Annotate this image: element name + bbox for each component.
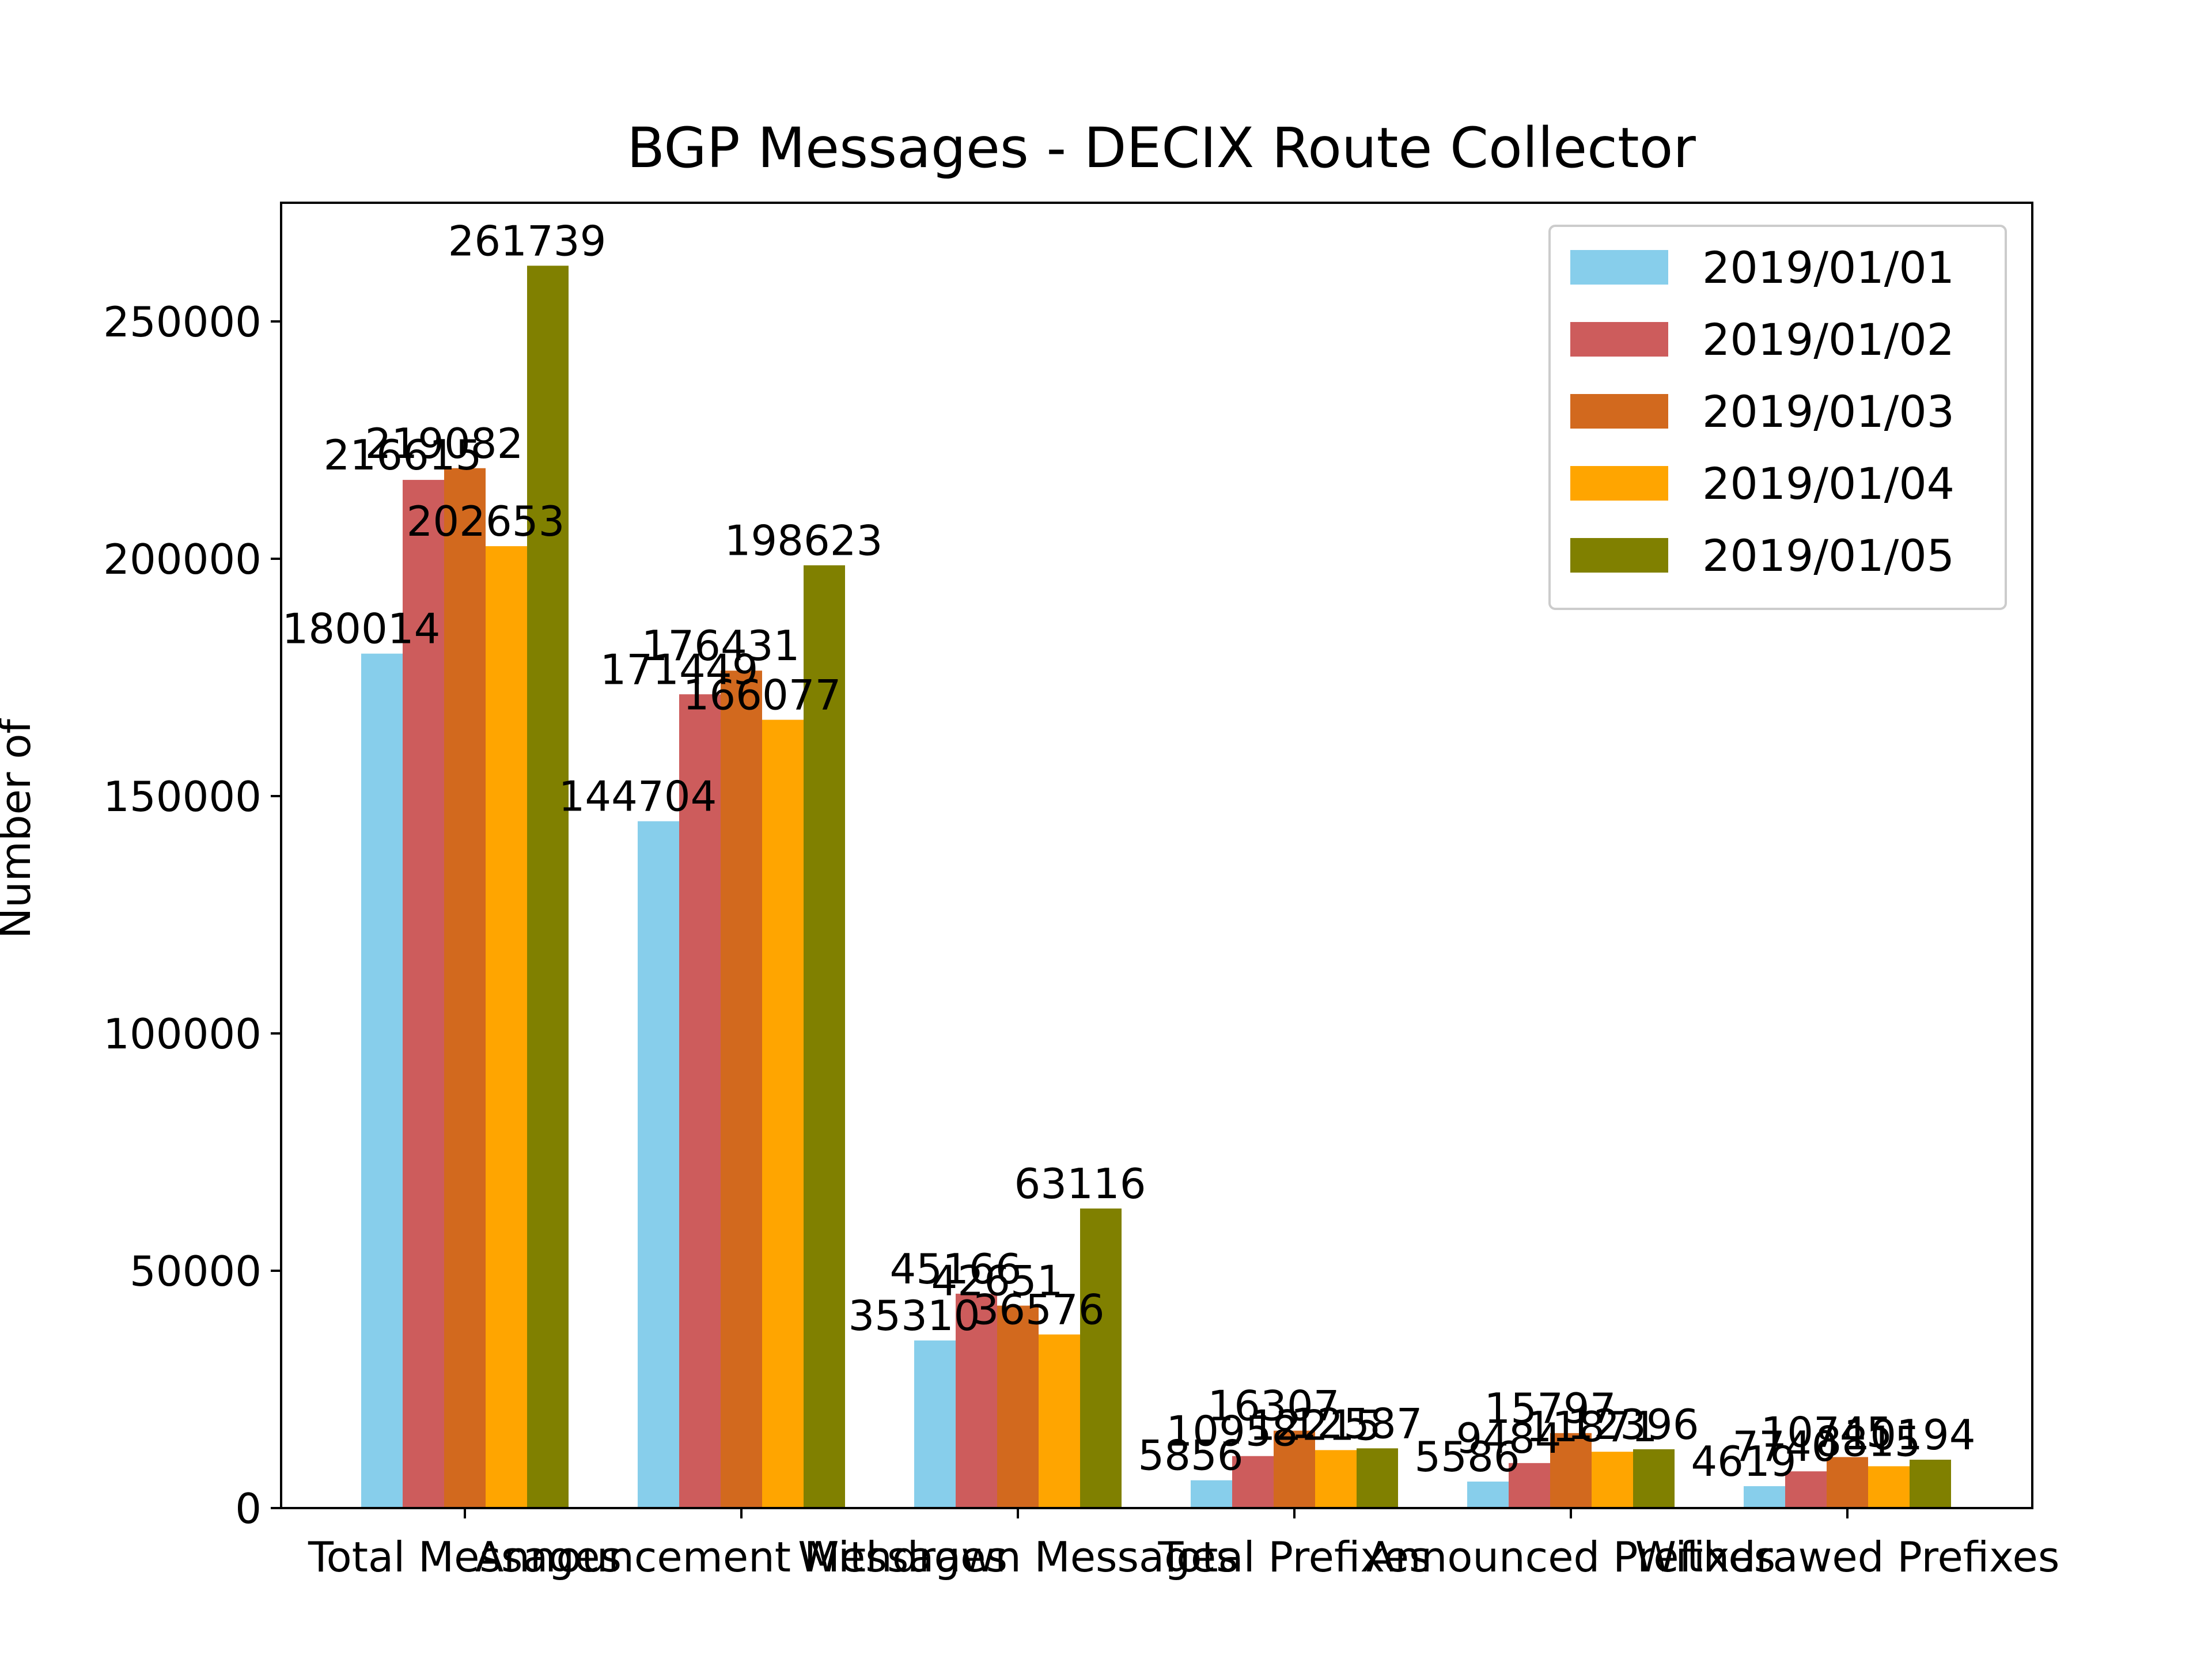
bar-2019-01-02-4 — [1509, 1463, 1550, 1508]
legend-swatch — [1570, 538, 1668, 573]
bar-2019-01-01-3 — [1191, 1480, 1232, 1508]
bar-2019-01-03-0 — [444, 468, 486, 1508]
bar-2019-01-01-5 — [1744, 1486, 1785, 1508]
data-label: 9484 — [1456, 1414, 1561, 1463]
bar-2019-01-05-2 — [1080, 1208, 1122, 1508]
legend-box — [1548, 225, 2007, 610]
bar-2019-01-03-3 — [1274, 1430, 1315, 1508]
bar-2019-01-03-5 — [1827, 1457, 1868, 1508]
bar-2019-01-03-1 — [721, 671, 762, 1508]
legend-label: 2019/01/01 — [1702, 242, 1955, 293]
data-label: 42651 — [931, 1257, 1063, 1305]
legend-label: 2019/01/04 — [1702, 458, 1955, 509]
data-label: 63116 — [1014, 1160, 1146, 1208]
bar-2019-01-05-3 — [1357, 1448, 1398, 1508]
legend-swatch — [1570, 322, 1668, 357]
bar-2019-01-01-1 — [638, 821, 679, 1508]
x-tick-label: Withdrawed Prefixes — [1635, 1533, 2060, 1581]
x-tick-label: Total Prefixes — [1157, 1533, 1430, 1581]
y-tick-label: 150000 — [103, 772, 262, 821]
data-label: 10194 — [1843, 1411, 1975, 1459]
chart-title: BGP Messages - DECIX Route Collector — [627, 116, 1696, 180]
data-label: 11871 — [1525, 1403, 1657, 1451]
data-label: 10745 — [1760, 1408, 1892, 1456]
bar-2019-01-05-4 — [1633, 1449, 1675, 1508]
bar-2019-01-01-4 — [1467, 1481, 1509, 1508]
bar-2019-01-05-5 — [1910, 1460, 1951, 1508]
bar-2019-01-02-2 — [956, 1293, 997, 1508]
data-label: 4619 — [1691, 1437, 1796, 1486]
y-axis-label: Number of — [0, 718, 40, 939]
bar-2019-01-04-2 — [1039, 1334, 1080, 1508]
bar-2019-01-04-4 — [1592, 1452, 1633, 1508]
bar-2019-01-01-0 — [361, 653, 403, 1508]
legend-label: 2019/01/05 — [1702, 530, 1955, 581]
data-label: 261739 — [448, 217, 607, 265]
data-label: 5856 — [1138, 1431, 1243, 1480]
data-label: 16307 — [1207, 1382, 1339, 1430]
data-label: 8815 — [1815, 1417, 1921, 1465]
data-label: 202653 — [407, 497, 565, 546]
data-label: 144704 — [559, 772, 717, 821]
data-label: 35310 — [848, 1291, 980, 1340]
y-tick-label: 100000 — [103, 1010, 262, 1058]
bar-2019-01-03-4 — [1550, 1433, 1592, 1508]
legend-label: 2019/01/02 — [1702, 314, 1955, 365]
data-label: 171449 — [600, 645, 759, 694]
bar-2019-01-02-0 — [403, 480, 444, 1508]
x-tick-label: Withdrawn Messages — [798, 1533, 1237, 1581]
x-tick-label: Announcement Messages — [475, 1533, 1007, 1581]
bar-2019-01-02-3 — [1232, 1456, 1274, 1508]
data-label: 15797 — [1484, 1384, 1616, 1433]
legend-swatch — [1570, 394, 1668, 429]
plot-frame — [280, 202, 2033, 1509]
legend-swatch — [1570, 466, 1668, 501]
bar-2019-01-02-5 — [1785, 1471, 1827, 1508]
x-tick-label: Total Messages — [308, 1533, 622, 1581]
data-label: 12215 — [1249, 1401, 1381, 1449]
data-label: 219082 — [365, 419, 524, 468]
data-label: 45166 — [889, 1245, 1021, 1293]
bar-2019-01-01-2 — [914, 1340, 956, 1508]
data-label: 36576 — [972, 1286, 1104, 1334]
y-tick-label: 50000 — [130, 1247, 262, 1296]
legend-swatch — [1570, 250, 1668, 285]
data-label: 180014 — [282, 605, 441, 653]
bar-2019-01-03-2 — [997, 1305, 1039, 1508]
data-label: 166077 — [683, 671, 842, 719]
legend-label: 2019/01/03 — [1702, 386, 1955, 437]
bar-2019-01-04-5 — [1868, 1466, 1910, 1508]
bar-2019-01-05-0 — [527, 266, 569, 1509]
bar-2019-01-04-3 — [1315, 1450, 1357, 1508]
data-label: 5586 — [1414, 1433, 1520, 1481]
bar-2019-01-02-1 — [679, 694, 721, 1508]
data-label: 10958 — [1166, 1407, 1298, 1456]
bar-2019-01-05-1 — [804, 565, 845, 1509]
bar-2019-01-04-0 — [486, 546, 527, 1508]
x-tick-label: Announced Prefixes — [1366, 1533, 1775, 1581]
data-label: 7740 — [1732, 1422, 1838, 1471]
data-label: 12396 — [1567, 1400, 1699, 1449]
y-tick-label: 250000 — [103, 298, 262, 346]
bar-2019-01-04-1 — [762, 719, 804, 1508]
y-tick-label: 0 — [235, 1484, 262, 1533]
data-label: 198623 — [725, 516, 883, 565]
data-label: 12587 — [1290, 1399, 1422, 1448]
data-label: 216615 — [324, 431, 482, 479]
y-tick-label: 200000 — [103, 535, 262, 584]
data-label: 176431 — [642, 622, 800, 670]
